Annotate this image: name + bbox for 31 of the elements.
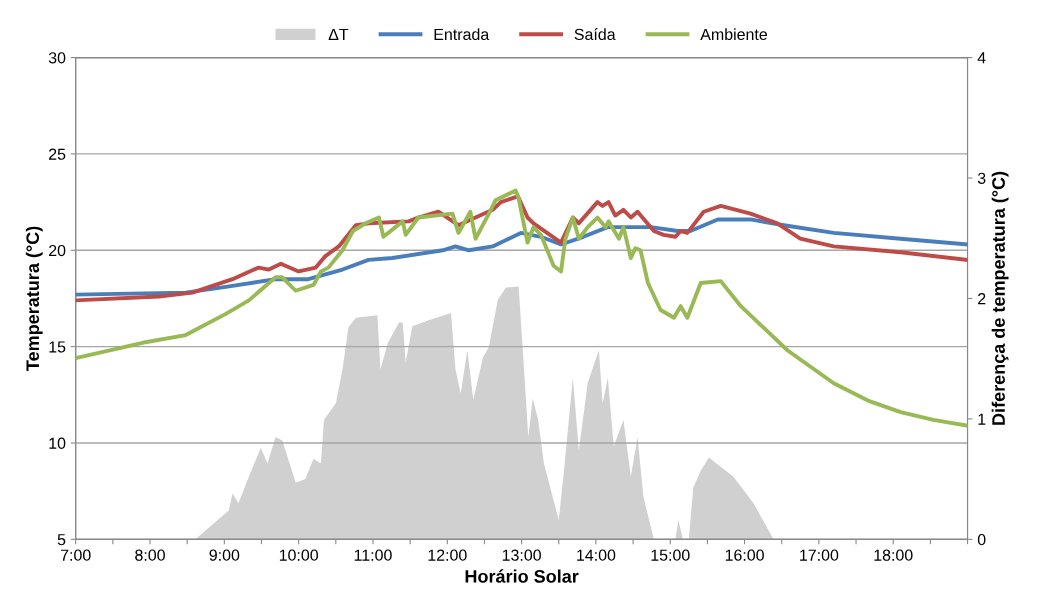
x-tick-label: 10:00 <box>279 549 319 561</box>
x-tick-label: 14:00 <box>577 549 616 561</box>
y-tick-label: 20 <box>49 244 66 257</box>
x-tick-label: 15:00 <box>651 549 690 561</box>
x-tick-label: 18:00 <box>874 549 913 561</box>
x-tick-label: 16:00 <box>725 549 764 561</box>
x-axis-title: Horário Solar <box>465 569 579 583</box>
y2-tick-label: 1 <box>978 413 986 425</box>
x-tick-label: 8:00 <box>135 549 165 561</box>
y-tick-label: 30 <box>48 52 66 64</box>
y2-tick-label: 2 <box>978 293 986 305</box>
y2-tick-label: 0 <box>977 533 986 546</box>
x-tick-label: 11:00 <box>354 549 392 561</box>
line-series <box>75 188 968 428</box>
legend-label: ΔT <box>328 28 349 40</box>
y-axis-title: Temperatura (°C) <box>25 226 43 371</box>
x-tick-label: 7:00 <box>60 549 91 561</box>
x-tick-label: 12:00 <box>428 549 467 561</box>
x-tick-label: 9:00 <box>209 549 240 561</box>
y-tick-label: 5 <box>57 534 66 546</box>
x-tick-label: 13:00 <box>502 549 541 561</box>
y-tick-label: 15 <box>49 341 66 353</box>
y-tick-label: 10 <box>49 437 66 449</box>
y-tick-label: 25 <box>49 148 66 160</box>
y2-axis-title: Diferença de temperatura (°C) <box>991 171 1009 425</box>
legend-label: Ambiente <box>700 28 768 41</box>
y2-tick-label: 4 <box>977 52 986 64</box>
legend-label: Saída <box>574 28 616 41</box>
y2-tick-label: 3 <box>977 172 986 184</box>
x-tick-label: 17:00 <box>800 549 839 561</box>
legend-label: Entrada <box>434 28 490 41</box>
